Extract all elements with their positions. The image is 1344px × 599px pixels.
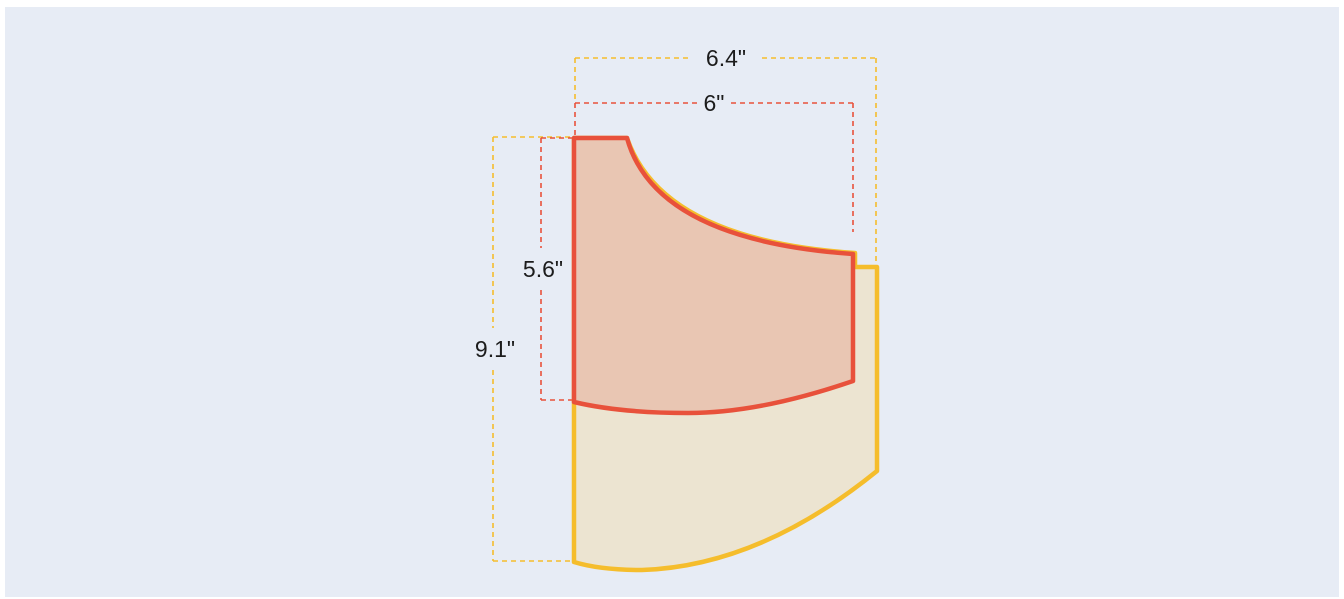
small-pocket-shape (571, 135, 856, 416)
large-height-dimension-line (492, 136, 573, 562)
large-width-label: 6.4" (706, 45, 746, 71)
small-height-label: 5.6" (523, 256, 563, 282)
small-width-dimension-line (574, 102, 854, 232)
large-width-dimension-line (574, 57, 877, 266)
large-height-label: 9.1" (475, 336, 515, 362)
small-width-label: 6" (704, 90, 725, 116)
small-height-dimension-line (540, 137, 573, 401)
